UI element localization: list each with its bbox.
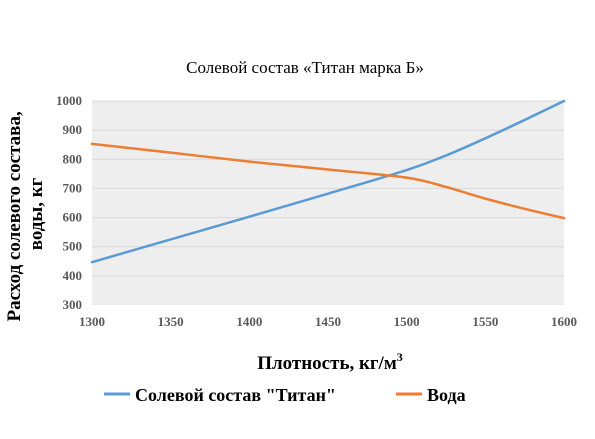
y-tick-labels: 300 400 500 600 700 800 900 1000 <box>56 93 82 312</box>
gridlines <box>92 100 564 277</box>
x-axis-label: Плотность, кг/м3 <box>257 350 403 374</box>
series-lines <box>90 99 566 264</box>
y-tick-label-1000: 1000 <box>56 93 82 108</box>
series-line-1 <box>90 99 566 264</box>
chart-title: Солевой состав «Титан марка Б» <box>186 58 424 77</box>
series-line-2 <box>90 142 566 220</box>
plot-area <box>92 101 564 305</box>
y-axis-label-line2: воды, кг <box>26 177 47 250</box>
legend-label-1: Солевой состав "Титан" <box>135 385 336 405</box>
legend: Солевой состав "Титан" Вода <box>104 385 466 405</box>
y-tick-label-600: 600 <box>63 210 83 225</box>
x-tick-label-1500: 1500 <box>394 314 420 329</box>
y-tick-label-900: 900 <box>63 122 83 137</box>
x-tick-label-1550: 1550 <box>472 314 498 329</box>
y-tick-label-700: 700 <box>63 180 83 195</box>
x-tick-label-1450: 1450 <box>315 314 341 329</box>
x-tick-label-1300: 1300 <box>79 314 105 329</box>
x-axis-label-superscript: 3 <box>397 350 403 364</box>
y-tick-label-800: 800 <box>63 151 83 166</box>
x-axis-label-text: Плотность, кг/м <box>257 353 397 374</box>
legend-label-2: Вода <box>427 385 466 405</box>
x-tick-label-1400: 1400 <box>236 314 262 329</box>
y-tick-label-500: 500 <box>63 239 83 254</box>
y-axis-label-line1: Расход солевого состава, <box>4 111 25 321</box>
x-tick-label-1350: 1350 <box>158 314 184 329</box>
x-tick-label-1600: 1600 <box>551 314 577 329</box>
x-tick-labels: 1300 1350 1400 1450 1500 1550 1600 <box>79 314 577 329</box>
y-tick-label-300: 300 <box>63 297 83 312</box>
y-axis-label: Расход солевого состава, воды, кг <box>4 107 47 322</box>
y-tick-label-400: 400 <box>63 268 83 283</box>
